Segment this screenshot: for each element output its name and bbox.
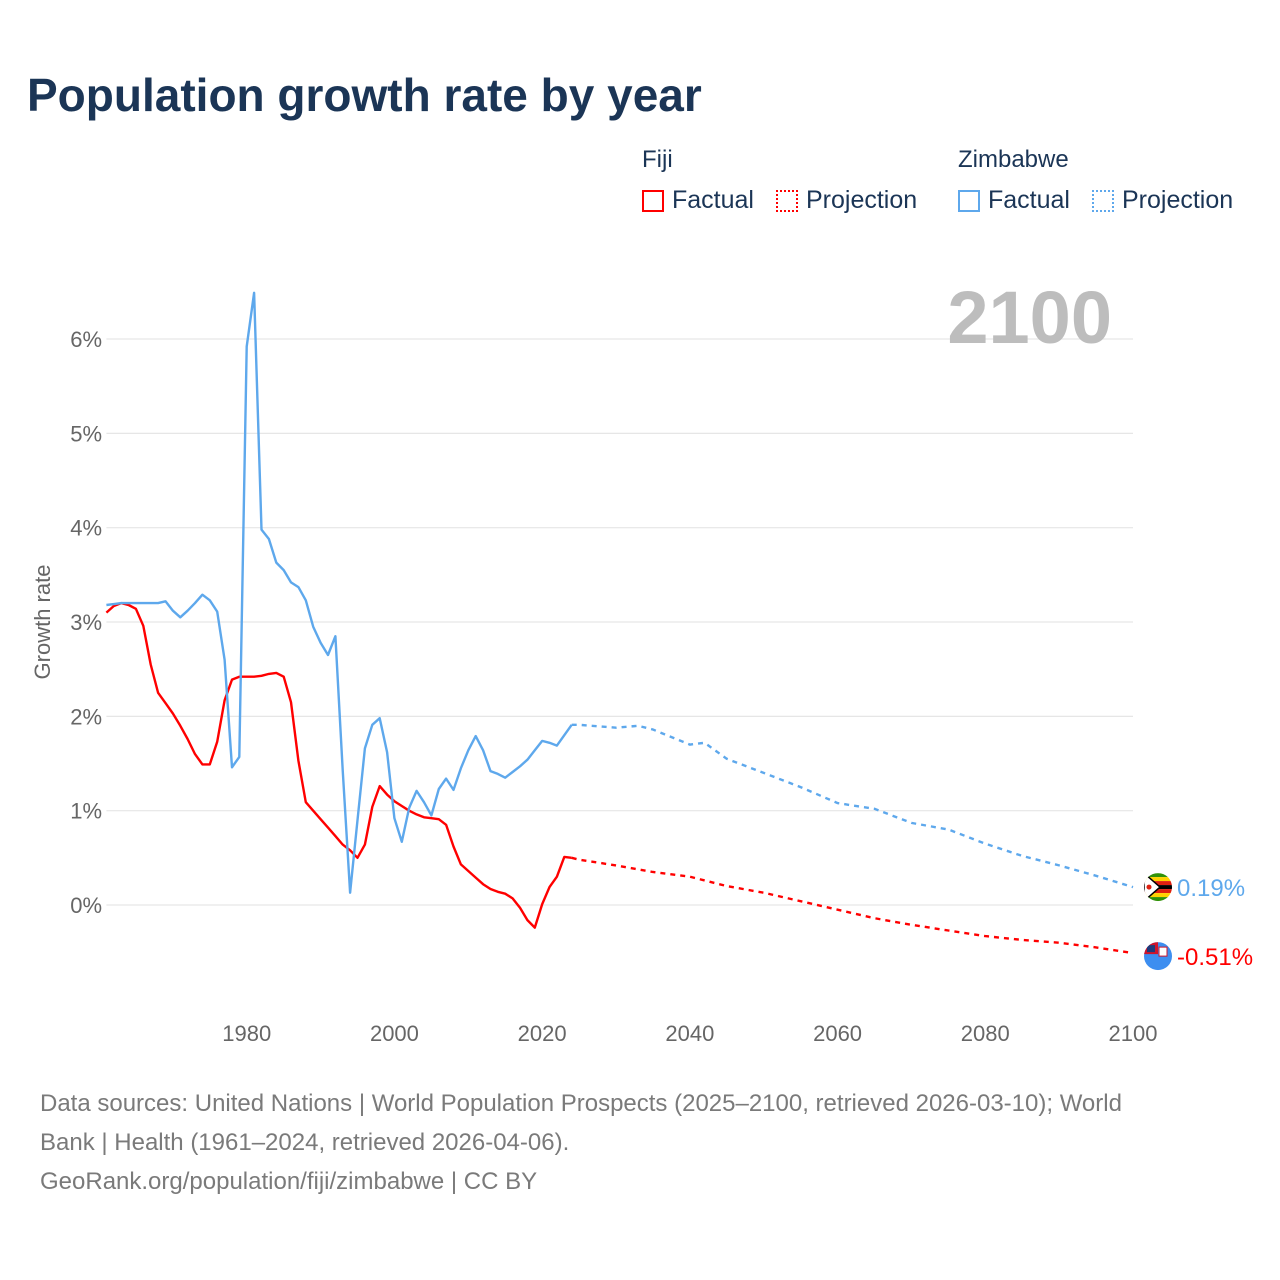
footer-sources-2: Bank | Health (1961–2024, retrieved 2026… (40, 1129, 570, 1156)
x-tick-label: 1980 (222, 1021, 271, 1046)
y-tick-label: 1% (70, 799, 102, 824)
legend-label: Projection (806, 186, 918, 214)
fiji-projection-line (571, 856, 1134, 955)
y-tick-label: 4% (70, 516, 102, 541)
footer-sources-1: Data sources: United Nations | World Pop… (40, 1090, 1122, 1117)
x-tick-label: 2100 (1109, 1021, 1158, 1046)
y-tick-label: 2% (70, 704, 102, 729)
y-tick-label: 6% (70, 327, 102, 352)
footer-credit[interactable]: GeoRank.org/population/fiji/zimbabwe | C… (40, 1168, 538, 1195)
y-axis-label: Growth rate (30, 565, 55, 680)
x-tick-label: 2040 (665, 1021, 714, 1046)
legend-zimbabwe-projection[interactable]: Projection (1092, 186, 1233, 215)
zimbabwe-factual-line (106, 291, 573, 894)
legend-label: Projection (1122, 186, 1234, 214)
current-year-label: 2100 (947, 276, 1112, 359)
zimbabwe-projection-line (571, 723, 1134, 889)
legend-swatch-solid (642, 189, 664, 212)
legend-fiji-factual[interactable]: Factual (642, 186, 754, 215)
zimbabwe-flag-icon (1144, 873, 1172, 902)
fiji-flag-icon (1144, 942, 1172, 971)
fiji-end-value-label: -0.51% (1177, 944, 1253, 971)
x-tick-label: 2080 (961, 1021, 1010, 1046)
y-tick-label: 5% (70, 421, 102, 446)
x-tick-label: 2060 (813, 1021, 862, 1046)
zimbabwe-end-value-label: 0.19% (1177, 875, 1245, 902)
legend-swatch-dotted (1092, 189, 1114, 212)
chart-title: Population growth rate by year (27, 69, 702, 121)
x-tick-label: 2000 (370, 1021, 419, 1046)
legend-label: Factual (672, 186, 754, 214)
legend-label: Factual (988, 186, 1070, 214)
legend-group-zimbabwe: Zimbabwe (958, 146, 1069, 173)
y-tick-label: 3% (70, 610, 102, 635)
x-tick-label: 2020 (518, 1021, 567, 1046)
legend-zimbabwe-factual[interactable]: Factual (958, 186, 1070, 215)
legend-fiji-projection[interactable]: Projection (776, 186, 917, 215)
legend-group-fiji: Fiji (642, 146, 673, 173)
legend-swatch-dotted (776, 189, 798, 212)
fiji-factual-line (105, 601, 572, 929)
legend-swatch-solid (958, 189, 980, 212)
y-tick-label: 0% (70, 893, 102, 918)
